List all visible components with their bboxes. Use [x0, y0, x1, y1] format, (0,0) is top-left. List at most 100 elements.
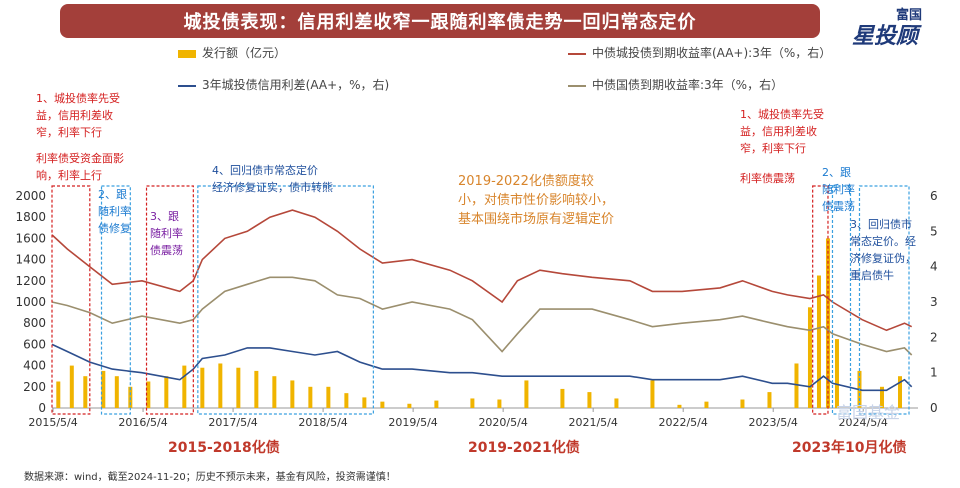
annotation-phase2: 2、跟 随利率 债修复: [98, 186, 131, 237]
annotation-2023-phase1b: 利率债震荡: [740, 170, 795, 187]
right-axis-tick-label: 2: [930, 330, 938, 344]
issuance-bar: [344, 393, 349, 408]
issuance-bar: [816, 275, 821, 408]
annotation-phase4: 4、回归债市常态定价 经济修复证实，债市转熊: [212, 162, 333, 196]
issuance-bar: [236, 367, 241, 408]
left-axis-tick-label: 2000: [15, 189, 46, 203]
issuance-bar: [560, 388, 565, 408]
watermark-text: 富国基金: [836, 403, 900, 422]
right-axis-tick-label: 5: [930, 224, 938, 238]
issuance-bar: [677, 404, 682, 408]
x-axis-tick-label: 2019/5/4: [388, 416, 437, 429]
logo-top-text: 富国: [896, 8, 923, 23]
legend-label-issuance: 发行额（亿元）: [202, 46, 287, 60]
era-label-2023: 2023年10月化债: [792, 440, 907, 456]
annotation-line: 债修复: [98, 222, 131, 235]
series-line-0: [51, 209, 913, 332]
x-axis-tick-label: 2015/5/4: [28, 416, 77, 429]
issuance-bar: [807, 307, 812, 408]
annotation-line: 利率债受资金面影: [36, 152, 124, 165]
issuance-bar: [164, 376, 169, 408]
annotation-line: 经济修复证实，债市转熊: [212, 181, 333, 194]
legend-item-issuance: 发行额（亿元）: [178, 44, 286, 61]
right-axis-tick-label: 6: [930, 189, 938, 203]
issuance-bar: [767, 392, 772, 408]
legend-swatch-issuance: [178, 49, 196, 58]
issuance-bar: [290, 380, 295, 408]
issuance-bar: [326, 386, 331, 408]
issuance-bar: [83, 376, 88, 408]
issuance-bar: [704, 401, 709, 408]
source-footnote: 数据来源：wind，截至2024-11-20；历史不预示未来，基金有风险，投资需…: [24, 472, 396, 483]
annotation-line: 利率债震荡: [740, 172, 795, 185]
legend-swatch-spread: [178, 84, 196, 87]
annotation-line: 常态定价。经: [850, 235, 916, 248]
annotation-line: 响，利率上行: [36, 169, 102, 182]
annotation-2023-phase3: 3、回归债市 常态定价。经 济修复证伪， 重启债牛: [850, 216, 916, 284]
x-axis-tick-label: 2018/5/4: [298, 416, 347, 429]
phase-box: [831, 185, 852, 415]
annotation-2023-phase1: 1、城投债率先受 益，信用利差收 窄，利率下行: [740, 106, 824, 157]
annotation-line: 2、跟: [98, 188, 127, 201]
phase-box: [812, 185, 829, 415]
issuance-bar: [56, 381, 61, 408]
issuance-bar: [650, 380, 655, 408]
issuance-bar: [69, 365, 74, 408]
annotation-phase1: 1、城投债率先受 益，信用利差收 窄，利率下行: [36, 90, 120, 141]
annotation-line: 窄，利率下行: [36, 126, 102, 139]
annotation-line: 债震荡: [822, 200, 855, 213]
x-axis-tick-label: 2016/5/4: [118, 416, 167, 429]
chart-title: 城投债表现：信用利差收窄一跟随利率债走势一回归常态定价: [183, 12, 697, 33]
annotation-phase3: 3、跟 随利率 债震荡: [150, 208, 183, 259]
right-axis-tick-label: 4: [930, 260, 938, 274]
left-axis-tick-label: 200: [23, 380, 46, 394]
legend-item-spread: 3年城投债信用利差(AA+，%，右): [178, 76, 389, 93]
issuance-bar: [879, 386, 884, 408]
x-axis-tick-label: 2017/5/4: [208, 416, 257, 429]
era-label-2015: 2015-2018化债: [168, 440, 280, 456]
annotation-line: 小，对债市性价影响较小，: [458, 193, 615, 208]
left-axis-tick-label: 800: [23, 316, 46, 330]
left-axis-tick-label: 600: [23, 337, 46, 351]
issuance-bar: [308, 386, 313, 408]
issuance-bar: [114, 376, 119, 408]
issuance-bar: [614, 398, 619, 408]
annotation-line: 益，信用利差收: [36, 109, 113, 122]
phase-box: [145, 185, 194, 415]
annotation-line: 济修复证伪，: [850, 252, 916, 265]
x-axis-tick-label: 2021/5/4: [568, 416, 617, 429]
left-axis-tick-label: 1000: [15, 295, 46, 309]
x-axis-tick-label: 2020/5/4: [478, 416, 527, 429]
issuance-bar: [182, 365, 187, 408]
annotation-line: 窄，利率下行: [740, 142, 806, 155]
annotation-phase1b: 利率债受资金面影 响，利率上行: [36, 150, 124, 184]
title-banner: 城投债表现：信用利差收窄一跟随利率债走势一回归常态定价: [60, 4, 820, 38]
issuance-bar: [524, 380, 529, 408]
annotation-line: 1、城投债率先受: [740, 108, 824, 121]
series-line-2: [51, 343, 913, 392]
phase-box: [51, 185, 91, 415]
annotation-line: 1、城投债率先受: [36, 92, 120, 105]
phase-box: [100, 185, 131, 415]
legend-label-yield: 中债城投债到期收益率(AA+):3年（%，右）: [592, 46, 832, 60]
issuance-bar: [272, 376, 277, 408]
legend-label-treasury: 中债国债到期收益率:3年（%，右）: [592, 78, 784, 92]
annotation-line: 2、跟: [822, 166, 851, 179]
issuance-bar: [587, 392, 592, 408]
left-axis-tick-label: 400: [23, 359, 46, 373]
issuance-bar: [146, 381, 151, 408]
right-axis-tick-label: 0: [930, 401, 938, 415]
annotation-line: 重启债牛: [850, 269, 894, 282]
issuance-bar: [380, 401, 385, 408]
annotation-line: 益，信用利差收: [740, 125, 817, 138]
issuance-bar: [362, 397, 367, 408]
annotation-line: 基本围绕市场原有逻辑定价: [458, 212, 615, 227]
annotation-line: 3、跟: [150, 210, 179, 223]
annotation-line: 2019-2022化债额度较: [458, 174, 594, 189]
issuance-bar: [101, 370, 106, 408]
left-axis-tick-label: 1200: [15, 274, 46, 288]
issuance-bar: [218, 363, 223, 408]
brand-logo: 富国 星投顾: [852, 4, 956, 49]
left-axis-tick-label: 0: [38, 401, 46, 415]
annotation-line: 3、回归债市: [850, 218, 912, 231]
